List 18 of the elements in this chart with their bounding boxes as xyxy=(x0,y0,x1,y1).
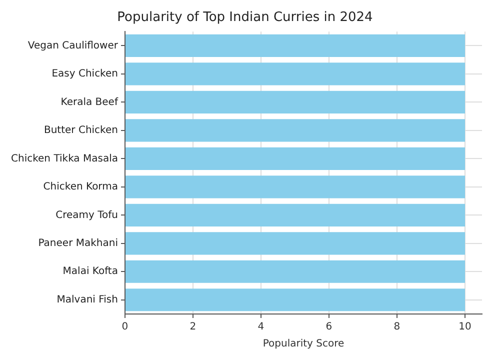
y-tick-label: Paneer Makhani xyxy=(38,238,118,249)
x-tick-label: 6 xyxy=(326,322,332,333)
y-tick-label: Malai Kofta xyxy=(62,266,118,278)
y-tick-label: Chicken Tikka Masala xyxy=(10,153,118,164)
y-tick-label: Kerala Beef xyxy=(60,96,118,108)
x-tick-label: 10 xyxy=(458,322,472,333)
y-tick-label: Creamy Tofu xyxy=(56,210,118,221)
x-tick-label: 0 xyxy=(122,322,128,333)
y-tick-label: Malvani Fish xyxy=(56,294,118,306)
x-tick-label: 4 xyxy=(258,322,264,333)
y-tick-label: Easy Chicken xyxy=(52,68,118,80)
y-tick-label: Vegan Cauliflower xyxy=(28,40,119,52)
y-tick-label: Butter Chicken xyxy=(44,125,118,136)
chart-title: Popularity of Top Indian Curries in 2024 xyxy=(117,10,373,26)
y-tick-label: Chicken Korma xyxy=(43,182,118,193)
x-tick-label: 8 xyxy=(394,322,400,333)
x-axis-title: Popularity Score xyxy=(262,338,344,350)
x-tick-label: 2 xyxy=(190,322,196,333)
